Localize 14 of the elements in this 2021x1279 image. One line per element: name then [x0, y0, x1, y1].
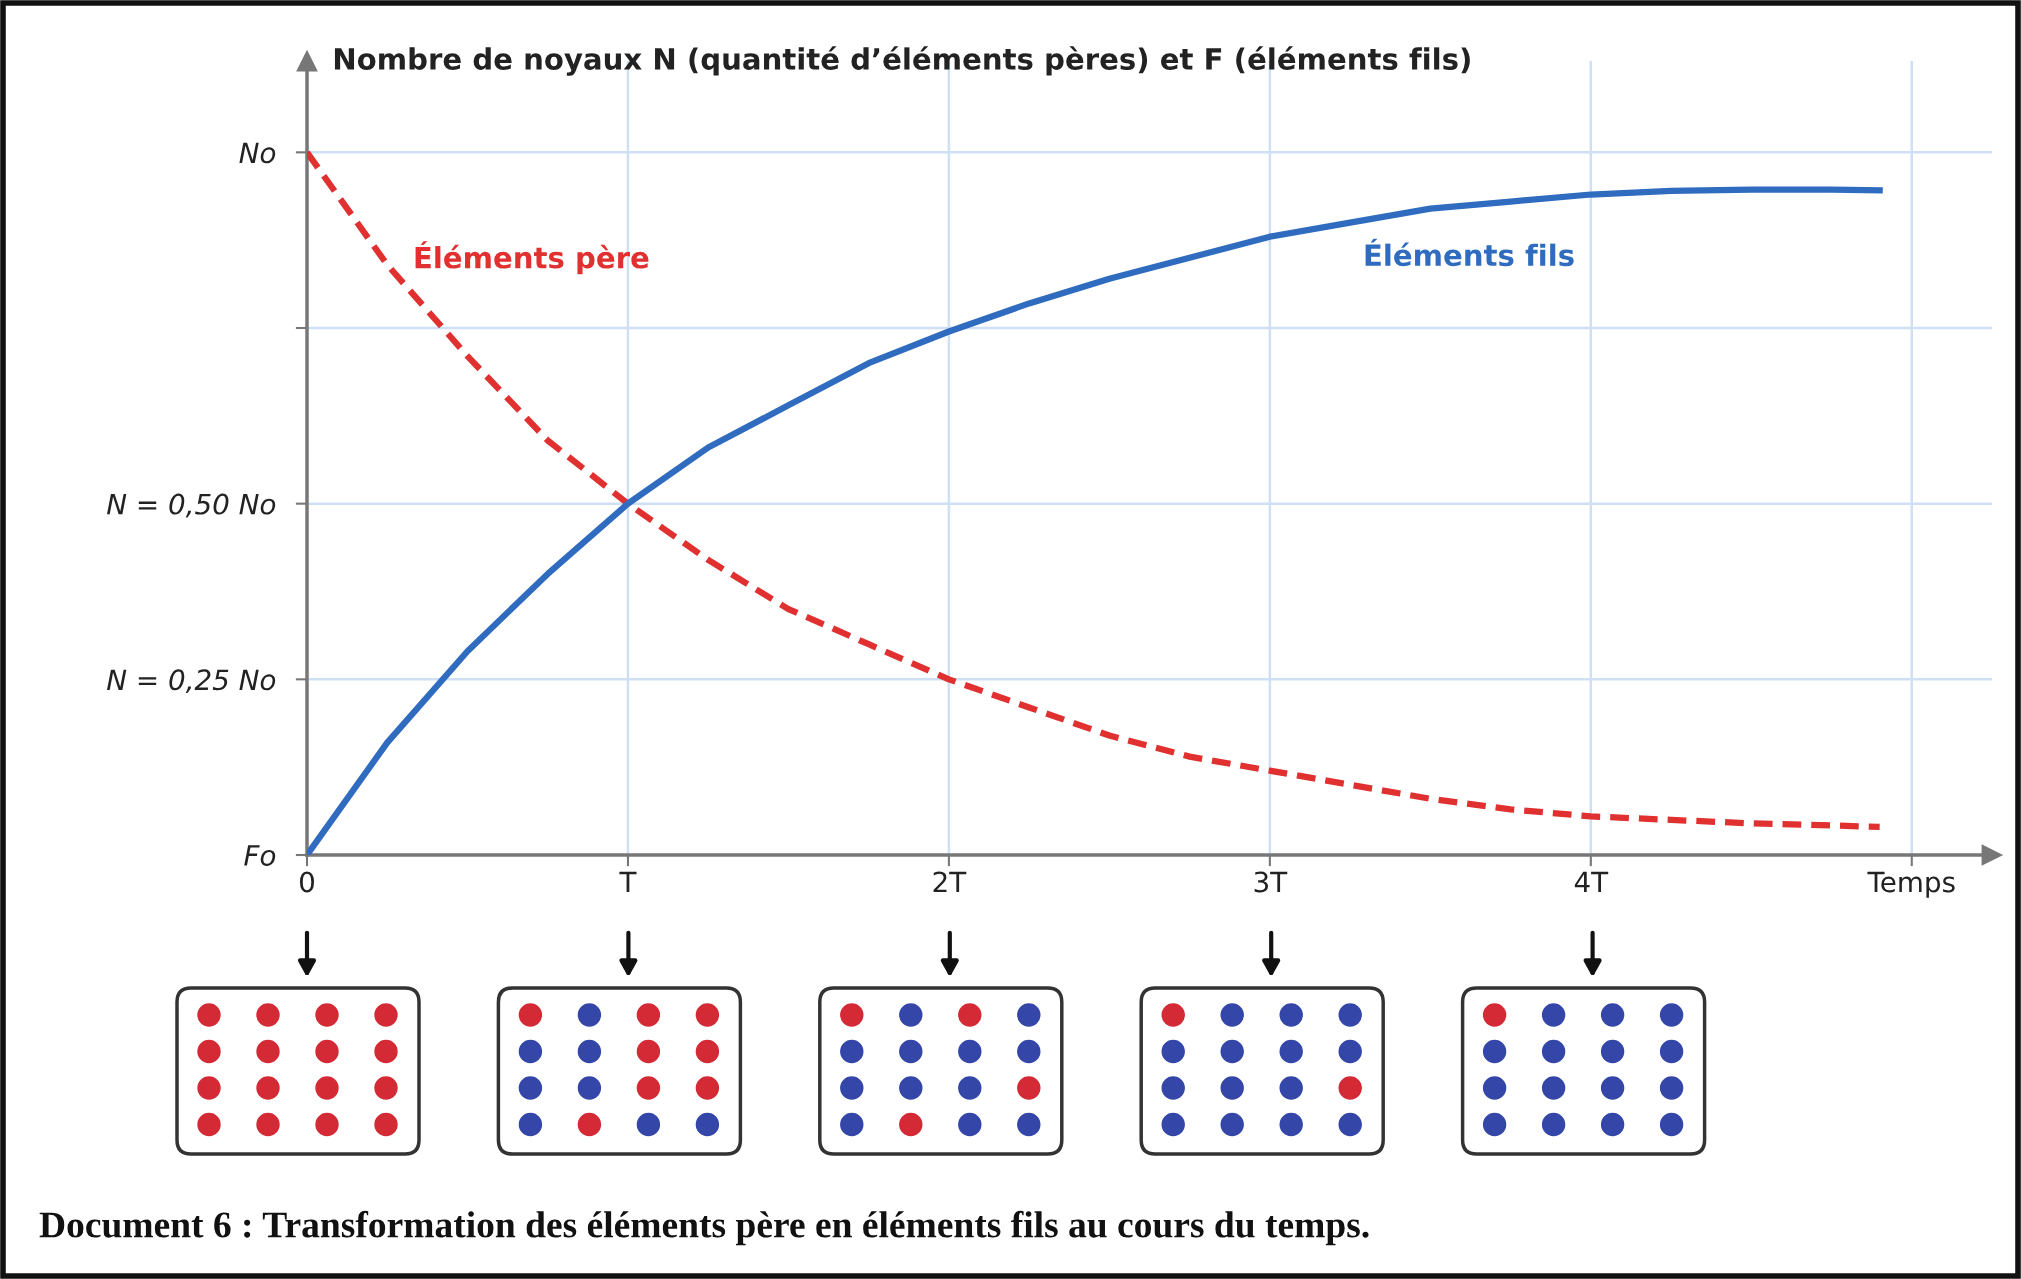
y-axis-title: Nombre de noyaux N (quantité d’éléments pères) et F (éléments fils) — [334, 46, 1470, 76]
x-tick-label: 3T — [1254, 871, 1288, 893]
x-tick-label: 0 — [299, 871, 314, 893]
x-tick-label: Temps — [1867, 871, 1955, 898]
y-tick-label: No — [239, 142, 276, 164]
y-tick-label: N = 0,50 No — [107, 493, 276, 518]
x-tick-label: T — [619, 871, 637, 893]
series-label: Éléments fils — [1365, 238, 1574, 267]
y-tick-label: N = 0,25 No — [107, 669, 276, 694]
text: Document 6 : Transformation des éléments père en éléments fils au cours du temps. — [39, 1210, 1369, 1246]
x-tick-label: 4T — [1574, 871, 1609, 893]
series-label: Éléments père — [415, 241, 649, 275]
y-tick-label: Fo — [244, 845, 276, 866]
x-tick-label: 2T — [933, 871, 967, 893]
